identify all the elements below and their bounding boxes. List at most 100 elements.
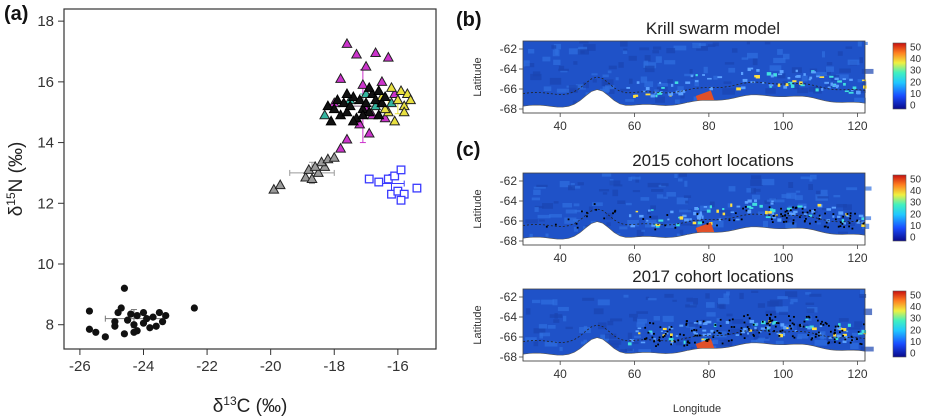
data-point xyxy=(357,109,369,120)
map-texture xyxy=(538,219,545,222)
map-texture xyxy=(552,299,558,306)
map-hotspot xyxy=(773,321,778,324)
seal-location xyxy=(794,207,797,209)
map-texture xyxy=(712,339,719,345)
map-texture xyxy=(557,306,569,312)
map-hotspot xyxy=(697,213,703,217)
map-hotspot xyxy=(699,211,702,215)
seal-location xyxy=(820,322,822,325)
seal-location xyxy=(739,329,742,332)
seal-location xyxy=(815,316,818,318)
seal-location xyxy=(658,340,661,342)
map-hotspot xyxy=(852,86,857,90)
seal-location xyxy=(728,319,731,322)
seal-location xyxy=(655,345,657,348)
map-texture xyxy=(533,189,541,196)
map-texture xyxy=(807,315,812,321)
map-texture xyxy=(547,324,556,329)
seal-location xyxy=(849,341,852,344)
seal-location xyxy=(685,322,688,325)
map-hotspot xyxy=(730,203,733,207)
seal-location xyxy=(685,323,688,326)
map-hotspot xyxy=(797,205,802,208)
scatter-plot-frame xyxy=(63,8,437,350)
map-hotspot xyxy=(718,218,722,222)
map-texture xyxy=(588,206,593,212)
map-hotspot xyxy=(843,335,848,339)
map-hotspot xyxy=(675,335,679,337)
map-texture xyxy=(838,216,852,222)
map-texture xyxy=(788,205,793,210)
map-texture xyxy=(609,180,621,186)
seal-location xyxy=(862,222,865,225)
seal-location xyxy=(716,224,718,227)
map-hotspot xyxy=(834,84,839,87)
seal-location xyxy=(793,315,795,318)
map-texture xyxy=(654,89,659,96)
seal-location xyxy=(838,342,841,344)
seal-location xyxy=(799,323,802,326)
map-texture xyxy=(567,185,575,191)
map-texture xyxy=(846,90,854,93)
map-texture xyxy=(534,206,539,212)
map-frame xyxy=(522,288,866,362)
seal-location xyxy=(743,315,745,318)
map-texture xyxy=(705,293,710,299)
seal-location xyxy=(743,321,746,324)
map-texture xyxy=(538,324,548,329)
seal-location xyxy=(657,343,660,346)
seal-location xyxy=(733,219,735,222)
seal-location xyxy=(793,336,796,339)
map-texture xyxy=(692,42,701,49)
map-texture xyxy=(769,299,783,307)
map-hotspot xyxy=(692,221,697,225)
map-texture xyxy=(676,197,688,205)
seal-location xyxy=(714,324,717,326)
scatter-y-axis-label: δ15N (‰) xyxy=(4,142,27,217)
map-texture xyxy=(672,299,677,302)
map-texture xyxy=(818,331,826,339)
map-x-tick-label: 40 xyxy=(553,367,567,381)
map-texture xyxy=(565,209,577,214)
map-texture xyxy=(667,79,673,84)
map-texture xyxy=(599,88,610,92)
seal-location xyxy=(768,320,771,323)
seal-location xyxy=(653,332,655,335)
seal-location xyxy=(773,330,776,332)
map-hotspot xyxy=(829,75,834,78)
seal-location xyxy=(712,336,715,339)
map-hotspot xyxy=(747,209,752,214)
seal-location xyxy=(658,338,660,341)
map-x-tick-label: 40 xyxy=(553,251,567,265)
seal-location xyxy=(791,335,794,338)
map-hotspot xyxy=(809,325,814,329)
seal-location xyxy=(685,320,688,323)
seal-location xyxy=(790,327,793,330)
seal-location xyxy=(768,333,771,336)
map-hotspot xyxy=(826,208,832,211)
map-hotspot xyxy=(735,218,740,221)
map-hotspot xyxy=(626,86,631,89)
map-hotspot xyxy=(773,73,777,77)
map-texture xyxy=(607,70,612,74)
map-texture xyxy=(634,335,641,338)
map-hotspot xyxy=(695,74,698,77)
map-texture xyxy=(609,343,619,348)
map-hotspot xyxy=(850,89,854,92)
seal-location xyxy=(764,326,767,329)
map-texture xyxy=(741,57,749,60)
seal-location xyxy=(686,344,689,346)
map-hotspot xyxy=(772,322,775,325)
map-x-tick-label: 80 xyxy=(702,367,716,381)
map-hotspot xyxy=(634,94,639,97)
map-hotspot xyxy=(736,205,741,208)
map-texture xyxy=(847,59,860,65)
map-texture xyxy=(573,203,580,207)
colorbar-tick-label: 30 xyxy=(910,198,922,209)
map-texture xyxy=(602,192,608,195)
map-texture xyxy=(724,62,735,65)
map-texture xyxy=(757,211,768,216)
seal-location xyxy=(581,210,583,213)
map-hotspot xyxy=(655,223,661,226)
map-texture xyxy=(755,338,764,345)
